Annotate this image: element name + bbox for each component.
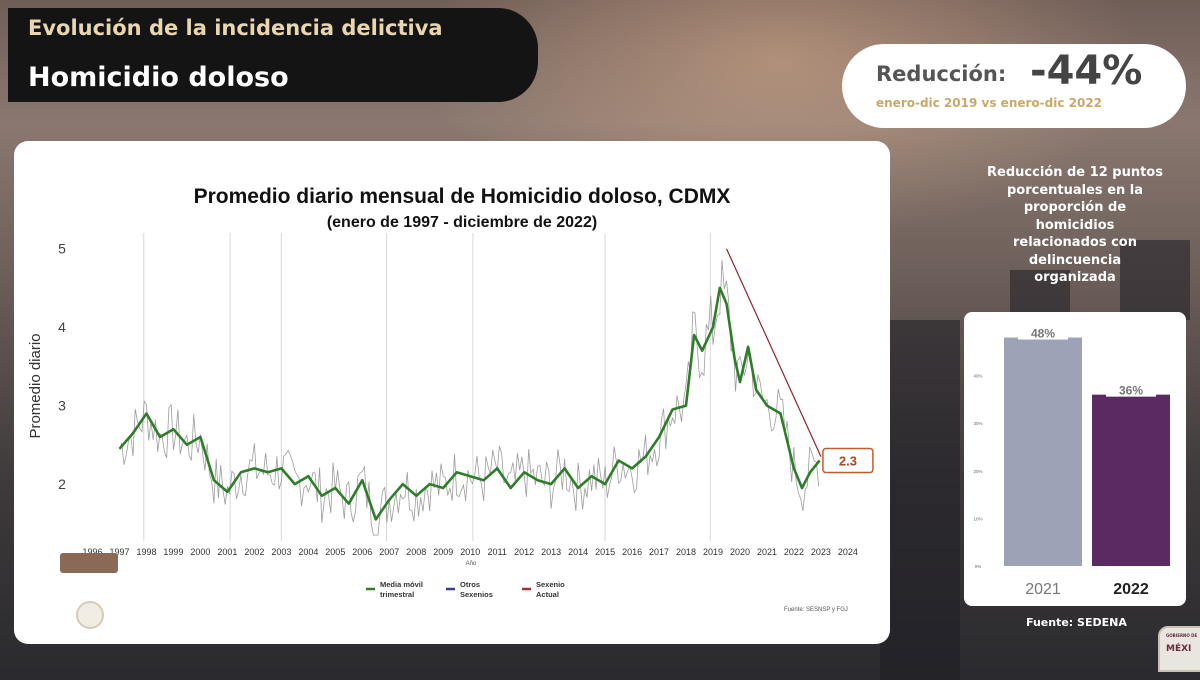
x-tick-label: 2018 xyxy=(676,547,696,557)
background-building xyxy=(1120,240,1190,320)
bar-label-bg xyxy=(1018,326,1068,340)
emblem-photo xyxy=(60,553,118,573)
y-axis-label: Promedio diario xyxy=(27,333,44,438)
bar-category-label: 2021 xyxy=(1025,581,1061,598)
bar-y-tick-label: 20% xyxy=(973,469,982,474)
logo-text: MÉXI xyxy=(1166,644,1192,654)
side-title-line: proporción de xyxy=(1023,200,1127,215)
side-title-line: organizada xyxy=(1034,270,1116,285)
side-title-line: relacionados con xyxy=(1013,235,1137,250)
x-tick-label: 2010 xyxy=(460,547,480,557)
current-value-callout xyxy=(822,447,874,474)
side-source: Fuente: SEDENA xyxy=(1026,616,1127,629)
side-title-line: Reducción de 12 puntos xyxy=(987,165,1163,180)
side-title-line: homicidios xyxy=(1035,217,1115,233)
x-tick-label: 1999 xyxy=(163,547,183,557)
x-axis-label: Año xyxy=(466,561,477,567)
y-tick-label: 2 xyxy=(58,476,66,492)
side-title-line: delincuencia xyxy=(1028,252,1122,268)
x-tick-label: 2008 xyxy=(406,547,426,557)
x-tick-label: 2024 xyxy=(838,547,858,557)
legend-label: Sexenio Actual xyxy=(536,580,565,599)
bar-y-tick-label: 10% xyxy=(973,516,982,521)
bar-2021 xyxy=(1004,337,1082,566)
x-tick-label: 2021 xyxy=(757,547,777,557)
reduction-period: enero-dic 2019 vs enero-dic 2022 xyxy=(876,96,1103,110)
slide-kicker: Evolución de la incidencia delictiva xyxy=(28,16,443,40)
x-tick-label: 1998 xyxy=(136,547,156,557)
x-tick-label: 2006 xyxy=(352,547,372,557)
x-tick-label: 2023 xyxy=(811,547,831,557)
x-tick-label: 1997 xyxy=(109,547,129,557)
y-tick-label: 3 xyxy=(58,398,66,414)
bar-label-bg xyxy=(1106,383,1156,397)
x-tick-label: 2005 xyxy=(325,547,345,557)
homicide-line-chart: Promedio diario mensual de Homicidio dol… xyxy=(27,185,874,629)
side-panel-title: Reducción de 12 puntos porcentuales en l… xyxy=(966,164,1184,287)
slide-title: Homicidio doloso xyxy=(28,62,289,93)
x-tick-label: 2000 xyxy=(190,547,210,557)
title-banner xyxy=(8,8,538,102)
reduction-value: -44% xyxy=(1030,48,1143,94)
legend-label: Otros Sexenios xyxy=(460,580,493,599)
emblem-seal-icon xyxy=(76,601,104,629)
chart-title: Promedio diario mensual de Homicidio dol… xyxy=(194,185,731,208)
x-tick-label: 2013 xyxy=(541,547,561,557)
x-tick-label: 2015 xyxy=(595,547,615,557)
background-building xyxy=(880,320,960,680)
x-tick-label: 2003 xyxy=(271,547,291,557)
x-tick-label: 2019 xyxy=(703,547,723,557)
y-tick-label: 4 xyxy=(58,319,66,335)
monthly-series-line xyxy=(119,260,820,536)
government-logo: GOBIERNO DE MÉXI xyxy=(1158,626,1200,672)
x-tick-label: 2002 xyxy=(244,547,264,557)
trend-line xyxy=(725,248,822,457)
bar-value-label: 48% xyxy=(1031,327,1055,341)
x-tick-label: 2009 xyxy=(433,547,453,557)
bar-y-tick-label: 0% xyxy=(975,564,982,569)
chart-card: Promedio diario mensual de Homicidio dol… xyxy=(14,141,890,644)
bar-value-label: 36% xyxy=(1119,384,1143,398)
x-tick-label: 2022 xyxy=(784,547,804,557)
side-bar-chart-card: 0% 10% 20% 30% 40% 48% 2021 36% 2022 xyxy=(964,312,1186,606)
reduction-label: Reducción: xyxy=(876,62,1007,86)
legend-label: Media móvil trimestral xyxy=(380,580,423,599)
bar-category-label: 2022 xyxy=(1113,581,1149,598)
x-tick-label: 2011 xyxy=(488,547,507,557)
current-value-label: 2.3 xyxy=(839,454,857,469)
x-tick-label: 2014 xyxy=(568,547,588,557)
y-tick-label: 5 xyxy=(58,241,66,257)
chart-subtitle: (enero de 1997 - diciembre de 2022) xyxy=(327,214,597,231)
x-tick-label: 2001 xyxy=(217,547,237,557)
x-tick-label: 2016 xyxy=(622,547,642,557)
bar-y-tick-label: 40% xyxy=(973,374,982,379)
moving-average-line xyxy=(118,286,821,521)
x-tick-label: 2012 xyxy=(514,547,534,557)
x-tick-label: 2020 xyxy=(730,547,750,557)
x-tick-label: 2007 xyxy=(379,547,399,557)
reduction-pill: Reducción: -44% enero-dic 2019 vs enero-… xyxy=(842,44,1186,128)
logo-top-text: GOBIERNO DE xyxy=(1166,633,1198,638)
side-title-line: porcentuales en la xyxy=(1006,182,1144,198)
organized-crime-bar-chart: 0% 10% 20% 30% 40% 48% 2021 36% 2022 xyxy=(973,326,1170,598)
x-tick-label: 2017 xyxy=(649,547,669,557)
bar-2022 xyxy=(1092,394,1170,566)
x-tick-label: 2004 xyxy=(298,547,318,557)
bar-y-tick-label: 30% xyxy=(973,421,982,426)
chart-source: Fuente: SESNSP y FGJ xyxy=(784,607,848,613)
x-tick-label: 1996 xyxy=(82,547,102,557)
